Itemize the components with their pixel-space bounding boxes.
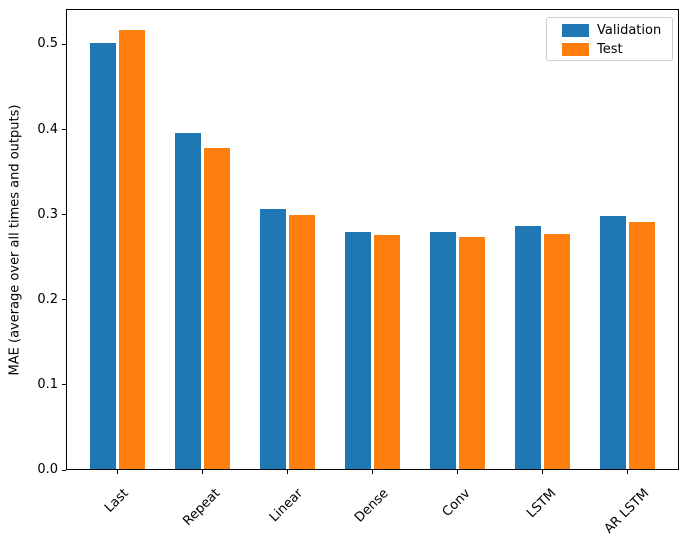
bar-test-linear (288, 215, 315, 469)
y-tick (62, 43, 66, 45)
x-tick-label-conv: Conv (439, 486, 474, 520)
x-tick (626, 470, 628, 474)
y-tick (62, 384, 66, 386)
x-tick (201, 470, 203, 474)
bar-validation-ar-lstm (599, 216, 626, 469)
y-tick (62, 299, 66, 301)
bar-test-conv (458, 237, 485, 469)
y-tick (62, 469, 66, 471)
y-tick-label: 0.0 (37, 462, 58, 477)
x-tick-label-lstm: LSTM (523, 486, 559, 522)
y-axis-label-text: MAE (average over all times and outputs) (7, 104, 23, 376)
legend-item-test: Test (562, 40, 672, 59)
y-tick-label: 0.5 (37, 36, 58, 52)
bar-validation-dense (344, 232, 371, 469)
bar-test-lstm (543, 234, 570, 469)
x-tick (116, 470, 118, 474)
legend-label: Validation (597, 23, 662, 38)
y-tick-label: 0.2 (37, 291, 58, 307)
bar-test-repeat (203, 148, 230, 469)
legend-swatch-test (562, 43, 589, 56)
x-tick-label-linear: Linear (267, 486, 307, 526)
bar-validation-linear (259, 209, 286, 469)
bar-validation-repeat (174, 133, 201, 469)
bar-test-dense (373, 235, 400, 469)
legend-label: Test (597, 42, 623, 57)
x-tick-label-last: Last (101, 486, 132, 516)
y-tick (62, 129, 66, 131)
y-tick (62, 214, 66, 216)
legend: Validation Test (546, 17, 673, 61)
bar-validation-lstm (514, 226, 541, 469)
bar-validation-last (89, 43, 116, 469)
x-tick-label-dense: Dense (351, 486, 392, 526)
legend-swatch-validation (562, 24, 589, 37)
bar-test-last (118, 30, 145, 469)
y-tick-label: 0.1 (37, 376, 58, 392)
y-tick-label: 0.4 (37, 121, 58, 137)
x-tick (456, 470, 458, 474)
plot-area (66, 9, 679, 470)
x-tick (541, 470, 543, 474)
x-tick-label-ar-lstm: AR LSTM (601, 486, 652, 537)
x-tick-label-repeat: Repeat (180, 486, 223, 529)
bar-validation-conv (429, 232, 456, 469)
y-tick-label: 0.3 (37, 206, 58, 222)
x-tick (286, 470, 288, 474)
bar-test-ar-lstm (628, 222, 655, 469)
legend-item-validation: Validation (562, 21, 672, 40)
x-tick (371, 470, 373, 474)
